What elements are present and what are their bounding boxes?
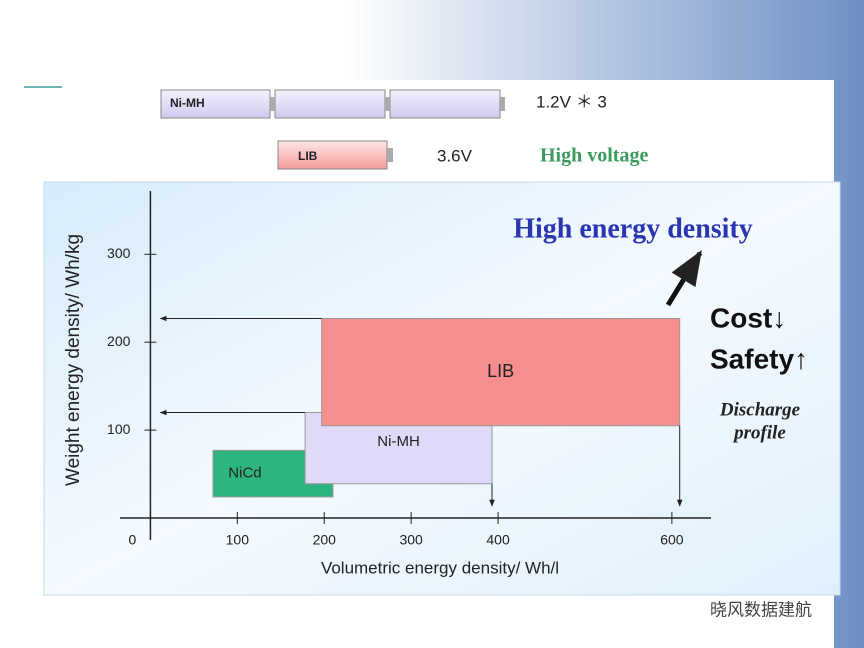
battery-cell	[389, 89, 501, 119]
box-label: NiCd	[228, 465, 261, 482]
battery-terminal	[270, 97, 275, 111]
x-tick-label: 300	[399, 532, 423, 548]
x-axis-label: Volumetric energy density/ Wh/l	[321, 558, 559, 577]
x-tick-label: 100	[226, 532, 250, 548]
annotation: High energy density	[513, 213, 753, 244]
battery-terminal	[387, 148, 393, 162]
battery-terminal	[385, 97, 390, 111]
x-tick-label: 600	[660, 532, 684, 548]
voltage-label: 1.2V ＊ 3	[536, 92, 607, 111]
annotation: Cost↓	[710, 302, 786, 333]
battery-cell	[277, 140, 388, 170]
x-tick-label: 400	[486, 532, 510, 548]
box-label: LIB	[487, 361, 514, 381]
y-axis-label: Weight energy density/ Wh/kg	[63, 234, 84, 486]
battery-cell	[274, 89, 386, 119]
annotation: Safety↑	[710, 343, 808, 374]
high-voltage: High voltage	[540, 145, 648, 167]
annotation: Discharge	[719, 399, 801, 420]
x-tick-label: 0	[129, 532, 137, 548]
battery-label: LIB	[298, 149, 318, 163]
y-tick-label: 300	[107, 245, 131, 261]
box-label: Ni-MH	[377, 433, 420, 450]
battery-label: Ni-MH	[170, 96, 205, 110]
y-tick-label: 100	[107, 421, 131, 437]
battery-cell	[160, 89, 271, 119]
x-tick-label: 200	[313, 532, 337, 548]
trend-arrow	[665, 250, 703, 307]
watermark: 晓风数据建航	[710, 600, 812, 619]
range-box	[321, 317, 681, 427]
battery-terminal	[500, 97, 505, 111]
voltage-label: 3.6V	[437, 146, 473, 165]
plot: 0 100 200 300 400 600 100 200 300 Volumetric ener…	[63, 191, 808, 577]
annotation: profile	[732, 422, 786, 443]
y-tick-label: 200	[107, 333, 131, 349]
